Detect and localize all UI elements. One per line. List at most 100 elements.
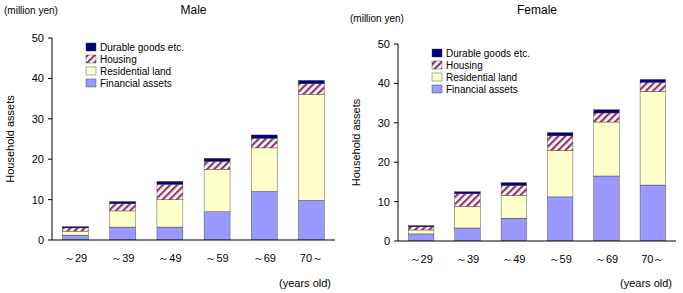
- legend-swatch: [86, 79, 96, 87]
- legend-label: Housing: [446, 60, 483, 71]
- panel: 01020304050～29～39～49～59～6970～Female(mill…: [350, 3, 676, 289]
- legend-swatch: [86, 43, 96, 51]
- title: Male: [180, 3, 206, 17]
- y-tick: [48, 38, 52, 39]
- legend-swatch: [86, 67, 96, 75]
- bar-segment: [640, 82, 665, 91]
- y-tick-label: 20: [32, 153, 44, 165]
- y-label: Household assets: [350, 98, 362, 186]
- bar-segment: [408, 230, 433, 234]
- y-tick-label: 50: [378, 38, 390, 50]
- bar-segment: [110, 202, 136, 204]
- bar-segment: [157, 184, 183, 199]
- y-tick: [48, 159, 52, 160]
- bar-segment: [594, 176, 619, 241]
- x-tick-label: ～59: [205, 252, 228, 264]
- bar-segment: [455, 192, 480, 194]
- y-tick-label: 0: [38, 234, 44, 246]
- legend: Durable goods etc.HousingResidential lan…: [86, 42, 184, 89]
- bar-segment: [63, 227, 89, 228]
- y-tick-label: 10: [378, 196, 390, 208]
- x-tick-label: ～69: [595, 253, 618, 265]
- bar-segment: [63, 235, 89, 240]
- bar-segment: [547, 133, 572, 136]
- legend-label: Residential land: [446, 72, 517, 83]
- x-tick-label: 70～: [300, 252, 323, 264]
- legend: Durable goods etc.HousingResidential lan…: [432, 48, 530, 95]
- bars: [408, 79, 665, 241]
- legend-label: Residential land: [100, 66, 171, 77]
- x-tick-label: ～29: [64, 252, 87, 264]
- bar-segment: [204, 169, 230, 211]
- legend-swatch: [432, 73, 442, 81]
- bar-segment: [594, 110, 619, 113]
- y-tick: [48, 118, 52, 119]
- bar-segment: [298, 84, 324, 95]
- x-tick-label: ～69: [253, 252, 276, 264]
- y-tick: [394, 122, 398, 123]
- x-axis: [398, 241, 676, 242]
- x-tick-label: ～49: [502, 253, 525, 265]
- legend-swatch: [432, 61, 442, 69]
- legend-label: Housing: [100, 54, 137, 65]
- unit-label: (million yen): [4, 5, 58, 16]
- bar-segment: [455, 228, 480, 241]
- bar-segment: [157, 227, 183, 240]
- y-label: Household assets: [4, 95, 16, 183]
- y-tick-label: 50: [32, 32, 44, 44]
- x-axis: [52, 240, 335, 241]
- bar-segment: [640, 91, 665, 185]
- y-tick-label: 40: [378, 77, 390, 89]
- panel: 01020304050～29～39～49～59～6970～Male(millio…: [4, 3, 335, 289]
- y-tick-label: 20: [378, 156, 390, 168]
- x-tick-label: ～39: [456, 253, 479, 265]
- legend-swatch: [432, 85, 442, 93]
- x-tick-label: ～29: [410, 253, 433, 265]
- bar-segment: [455, 206, 480, 228]
- y-axis: [398, 44, 399, 241]
- x-tick-label: 70～: [641, 253, 664, 265]
- y-tick: [394, 44, 398, 45]
- legend-swatch: [86, 55, 96, 63]
- y-tick: [394, 83, 398, 84]
- bar-segment: [501, 195, 526, 218]
- bar-segment: [547, 197, 572, 241]
- bar-segment: [594, 113, 619, 122]
- bar-segment: [408, 234, 433, 241]
- y-tick-label: 10: [32, 194, 44, 206]
- y-tick: [394, 241, 398, 242]
- bar-segment: [110, 227, 136, 240]
- x-tick-label: ～39: [111, 252, 134, 264]
- y-tick-label: 30: [32, 113, 44, 125]
- bar-segment: [501, 218, 526, 241]
- chart-root: 0 10 20 30 40 50 ～29 ～39 ～49 ～59 ～69 70～ Male (millio…: [0, 0, 683, 293]
- bar-segment: [63, 228, 89, 231]
- x-label: (years old): [620, 277, 672, 289]
- y-tick: [48, 240, 52, 241]
- bar-segment: [298, 200, 324, 240]
- unit-label: (million yen): [350, 13, 404, 24]
- bar-segment: [157, 181, 183, 184]
- legend-label: Financial assets: [446, 84, 518, 95]
- bar-segment: [408, 227, 433, 230]
- y-tick-label: 40: [32, 72, 44, 84]
- bar-segment: [640, 79, 665, 82]
- bar-segment: [640, 185, 665, 241]
- legend-label: Financial assets: [100, 78, 172, 89]
- bar-segment: [251, 148, 277, 192]
- bar-segment: [298, 80, 324, 83]
- bar-segment: [594, 122, 619, 176]
- bar-segment: [547, 150, 572, 196]
- bar-segment: [110, 204, 136, 211]
- bar-segment: [251, 138, 277, 148]
- bar-segment: [501, 183, 526, 186]
- legend-label: Durable goods etc.: [446, 48, 530, 59]
- y-tick-label: 0: [384, 235, 390, 247]
- legend-label: Durable goods etc.: [100, 42, 184, 53]
- title: Female: [517, 3, 557, 17]
- bars: [63, 80, 325, 240]
- bar-segment: [298, 94, 324, 200]
- bar-segment: [547, 136, 572, 151]
- legend-swatch: [432, 49, 442, 57]
- bar-segment: [455, 194, 480, 207]
